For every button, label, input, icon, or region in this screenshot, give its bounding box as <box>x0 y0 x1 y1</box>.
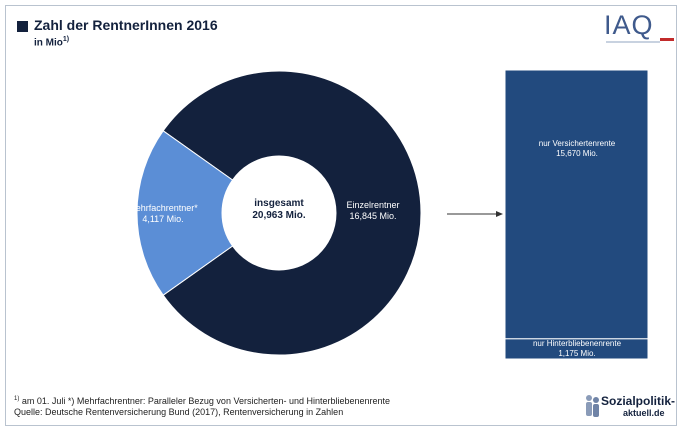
slice-value: 4,117 Mio. <box>142 214 184 224</box>
people-icon <box>586 395 599 417</box>
bar-segment-versichertenrente <box>504 69 649 340</box>
slice-label-mehrfachrentner: Mehrfachrentner* 4,117 Mio. <box>128 203 198 225</box>
subtitle-footnote-mark: 1) <box>62 36 70 43</box>
donut-slice-einzelrentner <box>162 70 422 356</box>
brand-name: Sozialpolitik- <box>601 394 676 408</box>
logo-underline <box>606 41 660 43</box>
segment-value: 15,670 Mio. <box>556 149 598 158</box>
slice-label-einzelrentner: Einzelrentner 16,845 Mio. <box>346 200 399 222</box>
donut-center-label: insgesamt 20,963 Mio. <box>252 198 305 222</box>
brand-domain: aktuell.de <box>623 408 665 418</box>
slice-name: Mehrfachrentner* <box>128 203 198 213</box>
donut-chart <box>136 70 422 356</box>
bar-segment-hinterbliebenenrente <box>504 338 649 360</box>
footnote-source: Quelle: Deutsche Rentenversicherung Bund… <box>14 407 344 417</box>
iaq-logo: IAQ <box>604 10 654 40</box>
slice-name: Einzelrentner <box>346 200 400 210</box>
footnote-text: am 01. Juli *) Mehrfachrentner: Parallel… <box>19 396 391 406</box>
donut-slice-mehrfachrentner <box>136 130 234 296</box>
logo-accent <box>660 38 674 41</box>
center-label-line2: 20,963 Mio. <box>252 210 306 221</box>
segment-value: 1,175 Mio. <box>558 349 596 358</box>
footnote-line-1: 1) am 01. Juli *) Mehrfachrentner: Paral… <box>14 396 390 406</box>
title-marker <box>17 21 28 32</box>
segment-name: nur Versichertenrente <box>538 139 616 148</box>
sozialpolitik-aktuell-logo: Sozialpolitik- aktuell.de <box>583 390 675 424</box>
chart-subtitle: in Mio1) <box>34 36 69 48</box>
segment-label-versichertenrente: nur Versichertenrente 15,670 Mio. <box>539 139 616 159</box>
connector-arrow <box>447 211 503 217</box>
chart-title: Zahl der RentnerInnen 2016 <box>34 17 218 33</box>
segment-label-hinterbliebenenrente: nur Hinterbliebenenrente 1,175 Mio. <box>533 339 621 359</box>
slice-value: 16,845 Mio. <box>349 211 397 221</box>
center-label-line1: insgesamt <box>254 198 304 209</box>
segment-name: nur Hinterbliebenenrente <box>532 339 622 348</box>
footnote-mark: 1) <box>14 396 20 402</box>
stacked-bar-chart <box>504 69 649 360</box>
subtitle-text: in Mio <box>34 37 63 49</box>
